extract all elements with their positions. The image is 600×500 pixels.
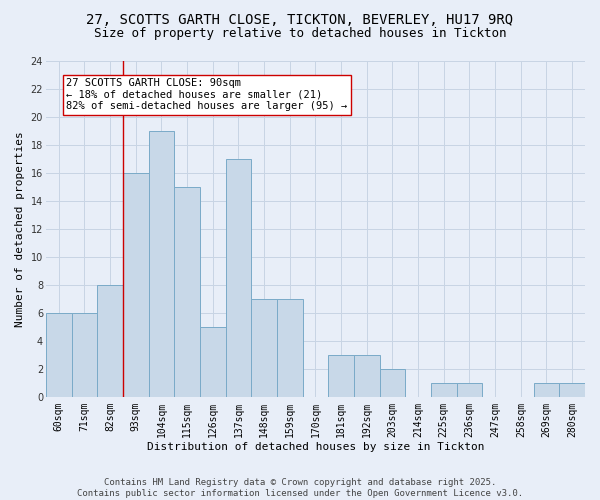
Bar: [328, 355, 354, 397]
Bar: [533, 383, 559, 397]
Text: Contains HM Land Registry data © Crown copyright and database right 2025.
Contai: Contains HM Land Registry data © Crown c…: [77, 478, 523, 498]
Bar: [46, 313, 71, 397]
Bar: [380, 369, 405, 397]
Text: Size of property relative to detached houses in Tickton: Size of property relative to detached ho…: [94, 28, 506, 40]
Bar: [174, 187, 200, 397]
Bar: [457, 383, 482, 397]
Bar: [200, 327, 226, 397]
Y-axis label: Number of detached properties: Number of detached properties: [15, 132, 25, 327]
Bar: [123, 174, 149, 397]
Bar: [149, 132, 174, 397]
Bar: [251, 299, 277, 397]
X-axis label: Distribution of detached houses by size in Tickton: Distribution of detached houses by size …: [146, 442, 484, 452]
Bar: [354, 355, 380, 397]
Bar: [226, 160, 251, 397]
Bar: [71, 313, 97, 397]
Text: 27 SCOTTS GARTH CLOSE: 90sqm
← 18% of detached houses are smaller (21)
82% of se: 27 SCOTTS GARTH CLOSE: 90sqm ← 18% of de…: [67, 78, 347, 112]
Bar: [97, 285, 123, 397]
Text: 27, SCOTTS GARTH CLOSE, TICKTON, BEVERLEY, HU17 9RQ: 27, SCOTTS GARTH CLOSE, TICKTON, BEVERLE…: [86, 12, 514, 26]
Bar: [559, 383, 585, 397]
Bar: [277, 299, 302, 397]
Bar: [431, 383, 457, 397]
